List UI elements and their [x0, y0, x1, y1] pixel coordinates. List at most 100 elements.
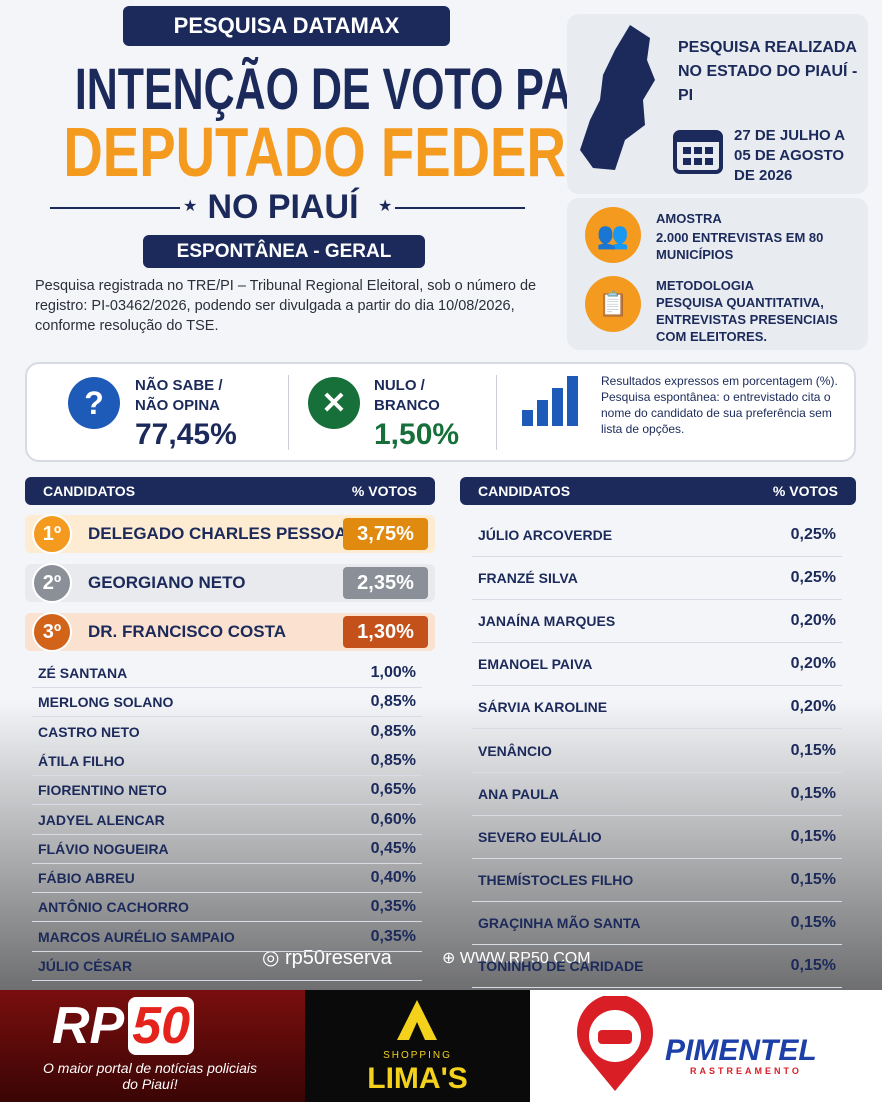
stat-label: NÃO SABE / NÃO OPINA: [135, 377, 223, 414]
table-row: FIORENTINO NETO 0,65%: [32, 776, 422, 806]
header-cell: CANDIDATOS: [43, 483, 136, 499]
candidate-name: GEORGIANO NETO: [88, 573, 246, 592]
candidate-name: TONINHO DE CARIDADE: [478, 958, 644, 974]
table-row: VENÂNCIO 0,15%: [472, 730, 842, 773]
header-badge: PESQUISA DATAMAX: [123, 6, 450, 46]
table-row: MERLONG SOLANO 0,85%: [32, 688, 422, 718]
title-line2: DEPUTADO FEDERAL: [63, 113, 639, 191]
candidate-name: DELEGADO CHARLES PESSOA: [88, 524, 347, 543]
candidate-name: JADYEL ALENCAR: [38, 811, 165, 828]
candidate-name: THEMÍSTOCLES FILHO: [478, 871, 634, 888]
candidate-name: ZÉ SANTANA: [38, 665, 128, 681]
pimentel-logo: [577, 996, 653, 1091]
table-header: CANDIDATOS % VOTOS: [25, 477, 435, 505]
vote-value: 0,40%: [370, 869, 416, 887]
vote-value: 0,15%: [790, 870, 836, 888]
pimentel-sub: RASTREAMENTO: [690, 1066, 802, 1076]
candidate-name: CASTRO NETO: [38, 723, 140, 740]
shopping-text: SHOPPING: [383, 1050, 452, 1061]
limas-logo: [397, 1000, 437, 1040]
candidate-name: ANA PAULA: [478, 785, 559, 802]
candidate-name: ANTÔNIO CACHORRO: [38, 899, 189, 916]
table-row: FRANZÉ SILVA 0,25%: [472, 557, 842, 601]
candidate-name: SEVERO EULÁLIO: [478, 828, 602, 845]
clipboard-icon: 📋: [585, 276, 641, 332]
candidate-name: FLÁVIO NOGUEIRA: [38, 840, 169, 857]
candidate-name: JANAÍNA MARQUES: [478, 613, 616, 630]
candidate-name: GRAÇINHA MÃO SANTA: [478, 914, 641, 931]
title-line3: NO PIAUÍ: [207, 188, 359, 226]
table-row: JANAÍNA MARQUES 0,20%: [472, 600, 842, 644]
sample-title: AMOSTRA: [656, 211, 722, 226]
piaui-map: [580, 25, 655, 170]
instagram-text: rp50reserva: [285, 947, 392, 969]
question-icon: ?: [68, 377, 120, 429]
vote-value: 0,20%: [790, 698, 836, 716]
bars-icon: [522, 376, 578, 426]
rank-badge: 1º: [32, 514, 72, 554]
star: ★: [183, 198, 198, 215]
star: ★: [378, 198, 393, 215]
vote-value: 0,65%: [370, 781, 416, 799]
vote-badge: 3,75%: [343, 518, 428, 550]
rp-number: 50: [128, 997, 195, 1055]
table-row: JÚLIO CÉSAR: [32, 952, 422, 981]
vote-value: 0,35%: [370, 927, 416, 945]
pimentel-text: PIMENTEL: [665, 1034, 817, 1067]
vote-value: 0,25%: [790, 526, 836, 543]
rank-badge: 2º: [32, 563, 72, 603]
shade-overlay: [0, 700, 882, 990]
vote-badge: 2,35%: [343, 567, 428, 599]
table-row: SEVERO EULÁLIO 0,15%: [472, 816, 842, 859]
vote-value: 0,20%: [790, 612, 836, 630]
candidate-name: MARCOS AURÉLIO SAMPAIO: [38, 928, 235, 945]
website: ⊕ WWW.RP50.COM: [442, 950, 591, 967]
table-row: JADYEL ALENCAR 0,60%: [32, 806, 422, 835]
dates-text: 27 DE JULHO A 05 DE AGOSTO DE 2026: [734, 127, 845, 184]
table-row: FÁBIO ABREU 0,40%: [32, 864, 422, 894]
title-line1: INTENÇÃO DE VOTO PARA: [74, 57, 634, 122]
stat-value: 77,45%: [135, 418, 237, 451]
vote-value: 0,20%: [790, 655, 836, 673]
instagram-handle: ◎ rp50reserva: [262, 947, 392, 969]
method-text: PESQUISA QUANTITATIVA, ENTREVISTAS PRESE…: [656, 295, 838, 344]
candidate-name: DR. FRANCISCO COSTA: [88, 622, 287, 641]
table-row: SÁRVIA KAROLINE 0,20%: [472, 686, 842, 730]
vote-value: 0,15%: [790, 784, 836, 802]
table-header: CANDIDATOS % VOTOS: [460, 477, 856, 505]
divider: [395, 207, 525, 209]
rp-text: RP: [52, 997, 125, 1055]
table-row: MARCOS AURÉLIO SAMPAIO 0,35%: [32, 923, 422, 952]
vote-value: 0,85%: [370, 751, 416, 769]
candidate-name: VENÂNCIO: [478, 742, 552, 759]
candidate-name: FÁBIO ABREU: [38, 870, 135, 887]
subtitle-badge: ESPONTÂNEA - GERAL: [143, 235, 425, 268]
vote-value: 0,25%: [790, 569, 836, 587]
divider: [50, 207, 180, 209]
vote-value: 0,60%: [370, 810, 416, 828]
vote-value: 0,85%: [370, 722, 416, 740]
table-row: ANTÔNIO CACHORRO 0,35%: [32, 893, 422, 923]
candidate-name: EMANOEL PAIVA: [478, 656, 593, 673]
limas-text: LIMA'S: [367, 1062, 468, 1095]
sample-text: 2.000 ENTREVISTAS EM 80 MUNICÍPIOS: [656, 230, 824, 262]
location-text: PESQUISA REALIZADA NO ESTADO DO PIAUÍ - …: [678, 39, 858, 104]
website-text: WWW.RP50.COM: [459, 950, 591, 967]
vote-value: 0,35%: [370, 898, 416, 916]
candidate-name: ÁTILA FILHO: [38, 752, 125, 769]
header-cell: % VOTOS: [772, 483, 838, 499]
table-row: EMANOEL PAIVA 0,20%: [472, 643, 842, 687]
rank-badge: 3º: [32, 612, 72, 652]
table-row: ÁTILA FILHO 0,85%: [32, 747, 422, 776]
candidate-name: MERLONG SOLANO: [38, 694, 174, 711]
stats-note: Resultados expressos em porcentagem (%).…: [601, 374, 838, 436]
vote-value: 1,00%: [370, 664, 416, 681]
table-row: CASTRO NETO 0,85%: [32, 718, 422, 747]
vote-value: 0,15%: [790, 913, 836, 931]
candidate-name: JÚLIO ARCOVERDE: [478, 527, 613, 543]
table-row: ANA PAULA 0,15%: [472, 773, 842, 816]
vote-value: 0,15%: [790, 827, 836, 845]
table-row: TONINHO DE CARIDADE 0,15%: [472, 945, 842, 988]
stat-label: NULO / BRANCO: [374, 377, 440, 414]
people-icon: 👥: [585, 207, 641, 263]
